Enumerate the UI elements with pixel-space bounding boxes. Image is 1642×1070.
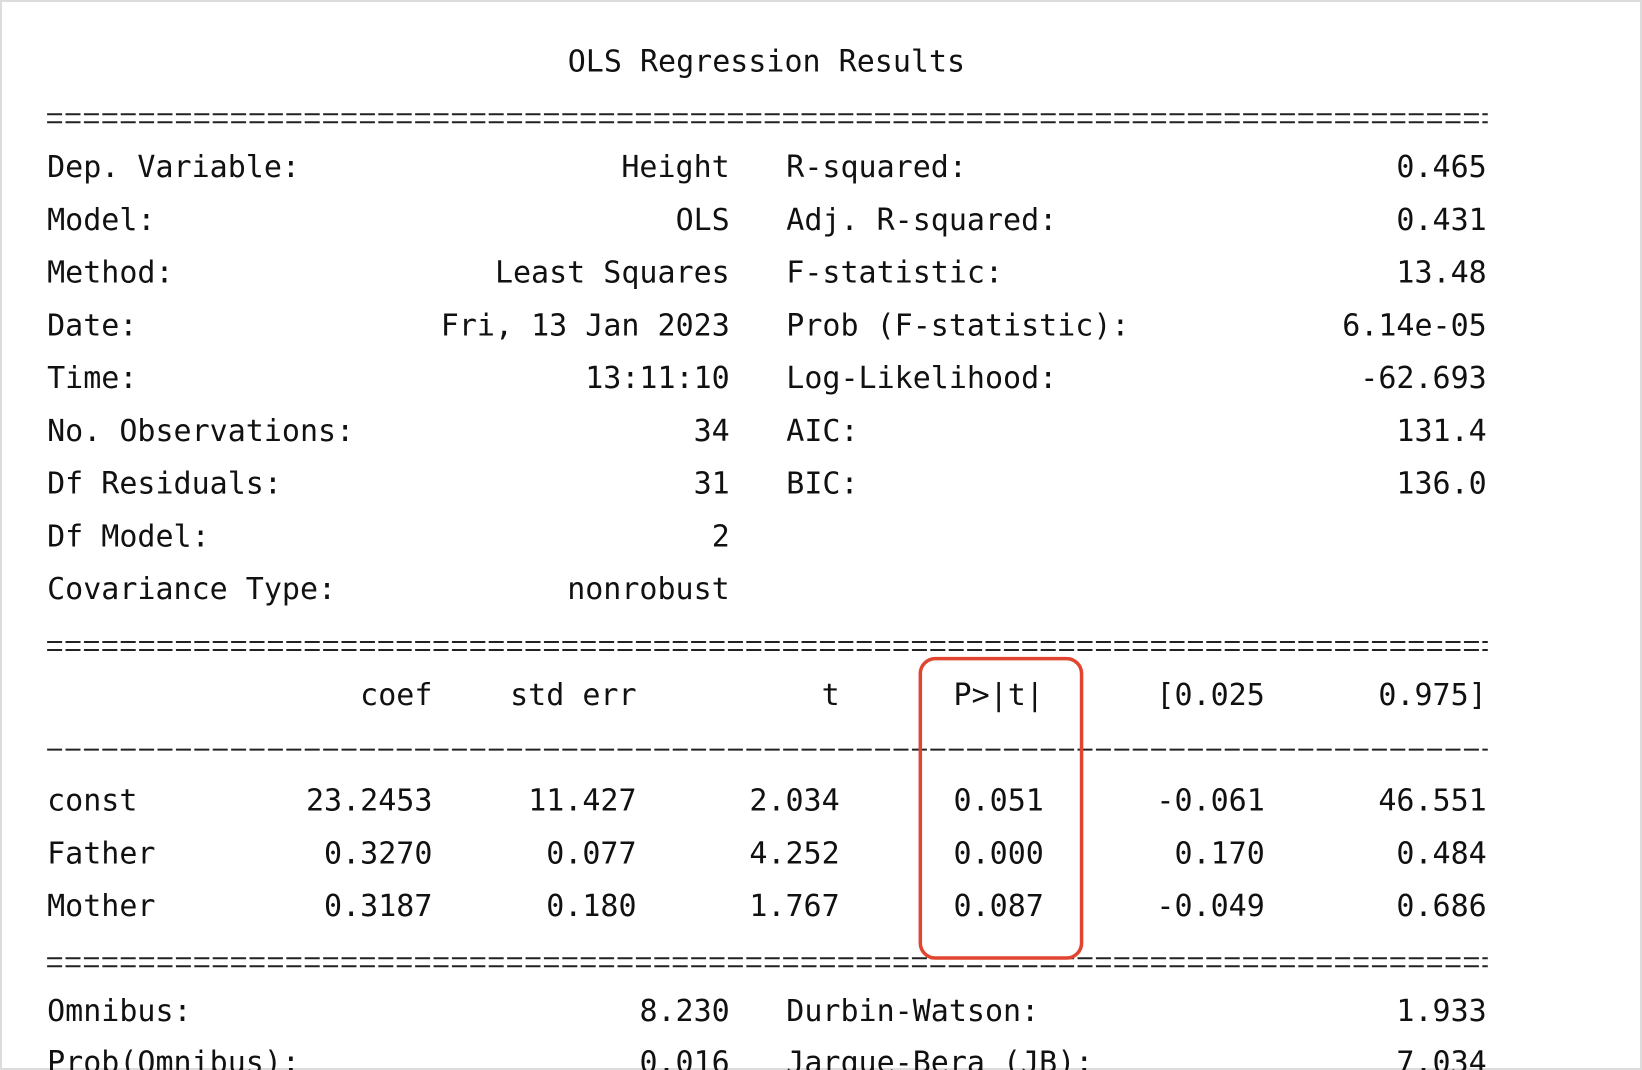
- value: 13:11:10: [585, 361, 730, 396]
- cell: -0.049: [1156, 889, 1264, 924]
- row-name: Father: [47, 836, 155, 871]
- label: Df Model:: [47, 519, 210, 554]
- highlight-box: [918, 656, 1084, 960]
- cell: 11.427: [528, 784, 636, 819]
- cell: 2.034: [749, 784, 839, 819]
- value: nonrobust: [567, 572, 730, 607]
- label: Prob (F-statistic):: [786, 308, 1129, 343]
- label: Df Residuals:: [47, 467, 282, 502]
- value: OLS: [676, 203, 730, 238]
- label: Durbin-Watson:: [786, 994, 1039, 1029]
- title: OLS Regression Results: [568, 44, 965, 79]
- label: Covariance Type:: [47, 572, 336, 607]
- cell: 23.2453: [306, 784, 432, 819]
- row-name: const: [47, 784, 137, 819]
- column-header: coef: [360, 678, 432, 713]
- value: 0.016: [639, 1045, 729, 1070]
- column-header: [0.025: [1156, 678, 1264, 713]
- label: Dep. Variable:: [47, 150, 300, 185]
- label: Log-Likelihood:: [786, 361, 1057, 396]
- value: 0.465: [1396, 150, 1486, 185]
- label: AIC:: [786, 414, 858, 449]
- value: 13.48: [1396, 256, 1486, 291]
- value: Height: [621, 150, 729, 185]
- label: Prob(Omnibus):: [47, 1045, 300, 1070]
- value: 136.0: [1396, 467, 1486, 502]
- column-header: std err: [510, 678, 636, 713]
- label: R-squared:: [786, 150, 967, 185]
- cell: 0.3187: [324, 889, 432, 924]
- column-header: P>|t|: [954, 678, 1044, 713]
- cell: 4.252: [749, 836, 839, 871]
- cell: 0.077: [546, 836, 636, 871]
- cell: 0.180: [546, 889, 636, 924]
- value: 31: [694, 467, 730, 502]
- cell: 46.551: [1378, 784, 1486, 819]
- value: 34: [694, 414, 730, 449]
- cell: 0.3270: [324, 836, 432, 871]
- cell: 0.686: [1396, 889, 1486, 924]
- value: 2: [712, 519, 730, 554]
- label: Adj. R-squared:: [786, 203, 1057, 238]
- label: Time:: [47, 361, 137, 396]
- label: Jarque-Bera (JB):: [786, 1045, 1093, 1070]
- value: 6.14e-05: [1342, 308, 1487, 343]
- cell: 0.484: [1396, 836, 1486, 871]
- cell: -0.061: [1156, 784, 1264, 819]
- label: No. Observations:: [47, 414, 354, 449]
- cell: 1.767: [749, 889, 839, 924]
- value: Fri, 13 Jan 2023: [441, 308, 730, 343]
- label: Method:: [47, 256, 173, 291]
- column-header: t: [822, 678, 840, 713]
- label: Model:: [47, 203, 155, 238]
- value: 131.4: [1396, 414, 1486, 449]
- cell: 0.000: [954, 836, 1044, 871]
- cell: 0.170: [1174, 836, 1264, 871]
- value: 8.230: [639, 994, 729, 1029]
- column-header: 0.975]: [1378, 678, 1486, 713]
- value: 7.034: [1396, 1045, 1486, 1070]
- label: Date:: [47, 308, 137, 343]
- row-name: Mother: [47, 889, 155, 924]
- cell: 0.051: [954, 784, 1044, 819]
- value: -62.693: [1360, 361, 1486, 396]
- label: BIC:: [786, 467, 858, 502]
- value: 1.933: [1396, 994, 1486, 1029]
- cell: 0.087: [954, 889, 1044, 924]
- value: Least Squares: [495, 256, 730, 291]
- label: Omnibus:: [47, 994, 192, 1029]
- value: 0.431: [1396, 203, 1486, 238]
- label: F-statistic:: [786, 256, 1003, 291]
